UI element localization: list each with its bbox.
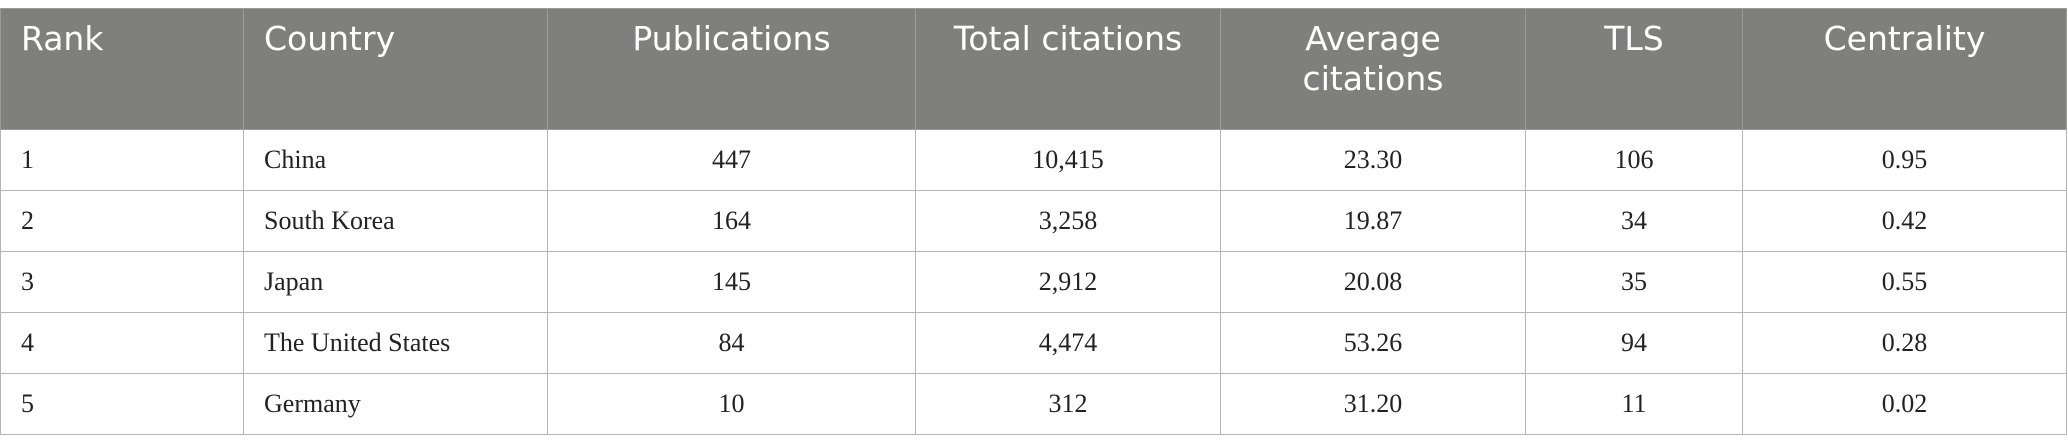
- table-cell: 3,258: [915, 190, 1221, 252]
- header-cell: TLS: [1525, 8, 1743, 130]
- table-cell: 4: [0, 312, 244, 374]
- table-cell: 0.42: [1742, 190, 2067, 252]
- table-cell: 84: [547, 312, 916, 374]
- data-table: Rank Country Publications Total citations Av…: [0, 8, 2067, 435]
- table-cell: 3: [0, 251, 244, 313]
- table-container: Rank Country Publications Total citations Av…: [0, 8, 2067, 435]
- table-cell: 19.87: [1220, 190, 1526, 252]
- header-row: Rank Country Publications Total citations Av…: [0, 8, 2067, 130]
- header-cell: Publications: [547, 8, 916, 130]
- table-cell: Germany: [243, 373, 548, 435]
- table-cell: 20.08: [1220, 251, 1526, 313]
- table-cell: South Korea: [243, 190, 548, 252]
- table-cell: 2: [0, 190, 244, 252]
- table-cell: 53.26: [1220, 312, 1526, 374]
- table-row: 3 Japan 145 2,912 20.08 35 0.55: [0, 251, 2067, 313]
- table-cell: 4,474: [915, 312, 1221, 374]
- table-cell: 312: [915, 373, 1221, 435]
- table-row: 1 China 447 10,415 23.30 106 0.95: [0, 129, 2067, 191]
- table-cell: 35: [1525, 251, 1743, 313]
- header-cell: Country: [243, 8, 548, 130]
- table-cell: 31.20: [1220, 373, 1526, 435]
- table-cell: 11: [1525, 373, 1743, 435]
- table-cell: 447: [547, 129, 916, 191]
- table-row: 5 Germany 10 312 31.20 11 0.02: [0, 373, 2067, 435]
- table-cell: 164: [547, 190, 916, 252]
- table-cell: The United States: [243, 312, 548, 374]
- table-cell: 94: [1525, 312, 1743, 374]
- header-cell: Centrality: [1742, 8, 2067, 130]
- table-cell: 10,415: [915, 129, 1221, 191]
- table-cell: 106: [1525, 129, 1743, 191]
- header-cell: Rank: [0, 8, 244, 130]
- table-cell: 0.95: [1742, 129, 2067, 191]
- header-cell: Total citations: [915, 8, 1221, 130]
- table-cell: 23.30: [1220, 129, 1526, 191]
- table-cell: 10: [547, 373, 916, 435]
- table-row: 4 The United States 84 4,474 53.26 94 0.28: [0, 312, 2067, 374]
- table-row: 2 South Korea 164 3,258 19.87 34 0.42: [0, 190, 2067, 252]
- table-cell: 0.55: [1742, 251, 2067, 313]
- table-cell: 34: [1525, 190, 1743, 252]
- header-cell: Average citations: [1220, 8, 1526, 130]
- table-cell: 1: [0, 129, 244, 191]
- table-cell: China: [243, 129, 548, 191]
- table-cell: 0.28: [1742, 312, 2067, 374]
- table-cell: 2,912: [915, 251, 1221, 313]
- table-body: 1 China 447 10,415 23.30 106 0.95 2 South Korea 1…: [0, 129, 2067, 435]
- table-header: Rank Country Publications Total citations Av…: [0, 8, 2067, 130]
- table-cell: 145: [547, 251, 916, 313]
- table-cell: 0.02: [1742, 373, 2067, 435]
- table-cell: Japan: [243, 251, 548, 313]
- table-cell: 5: [0, 373, 244, 435]
